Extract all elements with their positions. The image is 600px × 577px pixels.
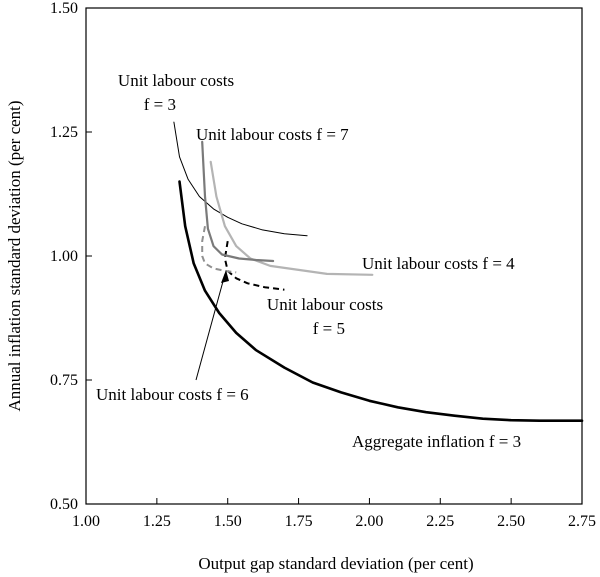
x-tick-label: 2.75 xyxy=(568,513,596,530)
x-axis-title: Output gap standard deviation (per cent) xyxy=(198,554,473,573)
x-tick-label: 1.25 xyxy=(143,513,171,530)
y-tick-label: 0.75 xyxy=(50,372,78,389)
x-tick-label: 2.50 xyxy=(497,513,525,530)
series-line-5 xyxy=(201,226,237,274)
y-tick-label: 1.25 xyxy=(50,124,78,141)
y-axis-ticks: 0.50 0.75 1.00 1.25 1.50 xyxy=(50,0,92,513)
x-tick-label: 1.50 xyxy=(214,513,242,530)
annotation-aggregate: Aggregate inflation f = 3 xyxy=(352,432,521,451)
annotation-ulc6: Unit labour costs f = 6 xyxy=(96,385,249,404)
annotation-ulc5-line1: Unit labour costs xyxy=(267,295,383,314)
annotation-ulc5-line2: f = 5 xyxy=(313,319,345,338)
x-tick-label: 1.00 xyxy=(72,513,100,530)
series-line-6 xyxy=(201,140,275,263)
x-tick-label: 2.25 xyxy=(426,513,454,530)
annotation-ulc7: Unit labour costs f = 7 xyxy=(196,125,349,144)
series-layer xyxy=(173,121,584,423)
y-tick-label: 1.00 xyxy=(50,248,78,265)
y-tick-label: 1.50 xyxy=(50,0,78,17)
x-tick-label: 2.00 xyxy=(355,513,383,530)
x-tick-label: 1.75 xyxy=(285,513,313,530)
annotations: Unit labour costs f = 3 Unit labour cost… xyxy=(96,71,521,451)
y-axis-title: Annual inflation standard deviation (per… xyxy=(5,100,24,411)
series-line-4 xyxy=(223,240,285,291)
annotation-ulc3-line1: Unit labour costs xyxy=(118,71,234,90)
y-tick-label: 0.50 xyxy=(50,496,78,513)
annotation-ulc4: Unit labour costs f = 4 xyxy=(362,254,515,273)
annotation-ulc6-arrowhead xyxy=(221,270,229,283)
annotation-ulc3-line2: f = 3 xyxy=(144,95,176,114)
series-line-1 xyxy=(178,180,584,423)
annotation-ulc6-arrow xyxy=(195,273,226,381)
x-axis-ticks: 1.00 1.25 1.50 1.75 2.00 2.25 2.50 2.75 xyxy=(72,498,596,530)
